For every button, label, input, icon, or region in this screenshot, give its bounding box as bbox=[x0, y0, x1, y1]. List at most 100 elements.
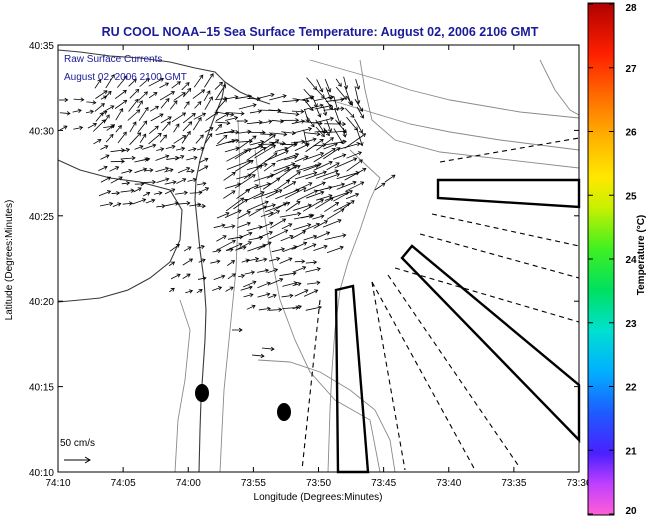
current-vector bbox=[196, 289, 203, 294]
current-vector bbox=[291, 230, 307, 240]
current-vector bbox=[335, 78, 342, 87]
current-vector bbox=[315, 169, 339, 179]
current-vector bbox=[233, 198, 248, 210]
current-vector bbox=[312, 214, 325, 220]
current-vector bbox=[182, 121, 193, 132]
current-vector bbox=[257, 241, 272, 251]
current-vector bbox=[305, 305, 322, 311]
current-vector bbox=[280, 234, 294, 242]
current-vector bbox=[292, 281, 302, 287]
current-vector bbox=[121, 168, 133, 174]
current-vector bbox=[246, 147, 267, 161]
current-vector bbox=[285, 201, 301, 212]
current-vector bbox=[181, 82, 190, 91]
current-vector bbox=[187, 177, 197, 183]
y-tick-label: 40:15 bbox=[29, 383, 54, 394]
current-vector bbox=[344, 167, 367, 181]
current-vector bbox=[268, 293, 277, 299]
current-vector bbox=[249, 140, 265, 146]
current-vector bbox=[316, 107, 322, 118]
current-vector bbox=[303, 103, 324, 111]
current-vector bbox=[303, 289, 319, 297]
current-vector bbox=[324, 202, 340, 212]
current-vector bbox=[254, 144, 277, 159]
current-vector bbox=[257, 281, 271, 289]
current-vector bbox=[215, 120, 231, 126]
current-vector bbox=[198, 165, 209, 172]
current-vector bbox=[159, 134, 167, 143]
current-vector bbox=[173, 92, 186, 101]
current-vector bbox=[259, 119, 273, 124]
current-vector bbox=[100, 110, 108, 116]
current-vector bbox=[243, 280, 257, 288]
current-vector bbox=[196, 146, 205, 151]
current-vector bbox=[268, 108, 282, 114]
current-vector bbox=[313, 148, 336, 163]
map-area bbox=[58, 45, 579, 472]
current-vector bbox=[334, 157, 358, 169]
current-vector bbox=[121, 147, 131, 153]
current-vector bbox=[346, 95, 353, 106]
current-vector bbox=[183, 101, 190, 109]
current-vector bbox=[224, 224, 236, 229]
colorbar-tick-label: 22 bbox=[625, 383, 637, 394]
current-vector bbox=[189, 190, 203, 195]
station-markers bbox=[195, 384, 291, 421]
current-vector bbox=[326, 208, 345, 220]
current-vector bbox=[215, 124, 223, 132]
current-vector bbox=[323, 142, 338, 150]
current-vector bbox=[302, 151, 325, 161]
current-vector bbox=[93, 138, 102, 145]
current-vector bbox=[100, 145, 109, 150]
current-vector bbox=[248, 235, 264, 241]
current-vector bbox=[177, 166, 191, 174]
current-vector bbox=[120, 155, 136, 161]
current-vector bbox=[257, 268, 269, 273]
current-vector bbox=[291, 109, 305, 114]
current-vector bbox=[236, 118, 249, 124]
current-vector bbox=[268, 229, 289, 240]
current-vector bbox=[234, 148, 252, 160]
current-vector bbox=[148, 92, 158, 99]
current-vector bbox=[305, 267, 321, 273]
current-vector bbox=[333, 190, 353, 202]
current-vector bbox=[142, 191, 151, 197]
current-vector bbox=[192, 117, 202, 131]
current-vector bbox=[134, 145, 144, 150]
station-marker bbox=[277, 403, 291, 421]
current-vector bbox=[143, 168, 154, 173]
current-vector bbox=[355, 79, 361, 90]
current-vector bbox=[255, 257, 268, 263]
current-vector bbox=[150, 113, 164, 122]
current-vector bbox=[224, 209, 242, 219]
current-vector bbox=[189, 202, 202, 207]
current-vector bbox=[258, 306, 271, 311]
current-vector bbox=[235, 135, 257, 152]
current-vector bbox=[237, 245, 247, 250]
current-vector bbox=[322, 106, 328, 116]
current-vector bbox=[216, 211, 230, 219]
current-vector bbox=[128, 78, 137, 87]
current-vector bbox=[171, 112, 187, 123]
current-vector bbox=[114, 89, 127, 99]
current-vector bbox=[263, 162, 276, 172]
current-vector bbox=[246, 200, 269, 211]
current-vector bbox=[170, 273, 181, 280]
current-vector bbox=[204, 127, 214, 133]
current-vector bbox=[315, 231, 331, 239]
current-vector bbox=[193, 74, 204, 88]
current-vector bbox=[114, 99, 128, 109]
current-vector bbox=[296, 189, 318, 201]
current-vector bbox=[103, 124, 115, 129]
current-vector bbox=[173, 123, 180, 133]
current-vector bbox=[148, 132, 162, 145]
current-vector bbox=[293, 182, 313, 192]
current-vector bbox=[117, 75, 128, 88]
colorbar-tick-label: 25 bbox=[625, 191, 637, 202]
x-tick-label: 73:50 bbox=[306, 478, 331, 489]
current-vector bbox=[333, 128, 344, 145]
current-vector bbox=[316, 137, 334, 151]
current-vector bbox=[95, 90, 108, 99]
current-vector bbox=[251, 353, 265, 359]
y-tick-label: 40:30 bbox=[29, 126, 54, 137]
